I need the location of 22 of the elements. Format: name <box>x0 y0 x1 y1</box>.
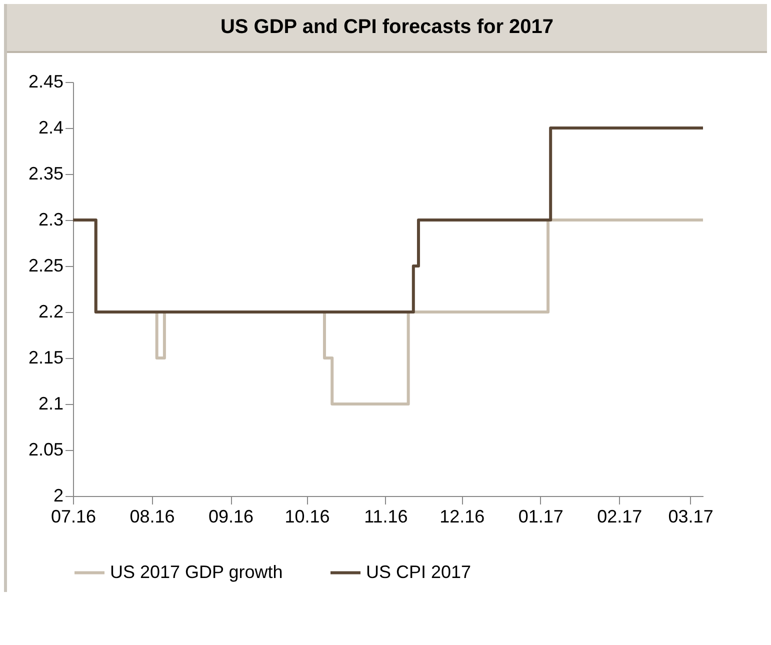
x-tick-label: 07.16 <box>50 506 96 526</box>
legend-label: US 2017 GDP growth <box>110 562 283 582</box>
y-tick-label: 2.4 <box>38 118 64 138</box>
x-tick-label: 01.17 <box>518 506 564 526</box>
y-tick-label: 2.15 <box>28 348 64 368</box>
y-tick-label: 2 <box>53 486 64 506</box>
y-tick-label: 2.45 <box>28 72 64 92</box>
legend-label: US CPI 2017 <box>366 562 472 582</box>
x-tick-label: 08.16 <box>130 506 175 526</box>
x-tick-label: 12.16 <box>440 506 485 526</box>
y-tick-label: 2.3 <box>38 210 64 230</box>
y-tick-label: 2.2 <box>38 302 64 322</box>
y-tick-label: 2.25 <box>28 256 64 276</box>
x-tick-label: 03.17 <box>668 506 714 526</box>
y-tick-label: 2.05 <box>28 440 64 460</box>
x-tick-label: 11.16 <box>364 506 408 526</box>
chart-title: US GDP and CPI forecasts for 2017 <box>7 4 767 53</box>
y-tick-label: 2.35 <box>28 164 64 184</box>
x-tick-label: 10.16 <box>284 506 330 526</box>
y-tick-label: 2.1 <box>38 394 64 414</box>
x-tick-label: 09.16 <box>208 506 254 526</box>
x-tick-label: 02.17 <box>597 506 642 526</box>
